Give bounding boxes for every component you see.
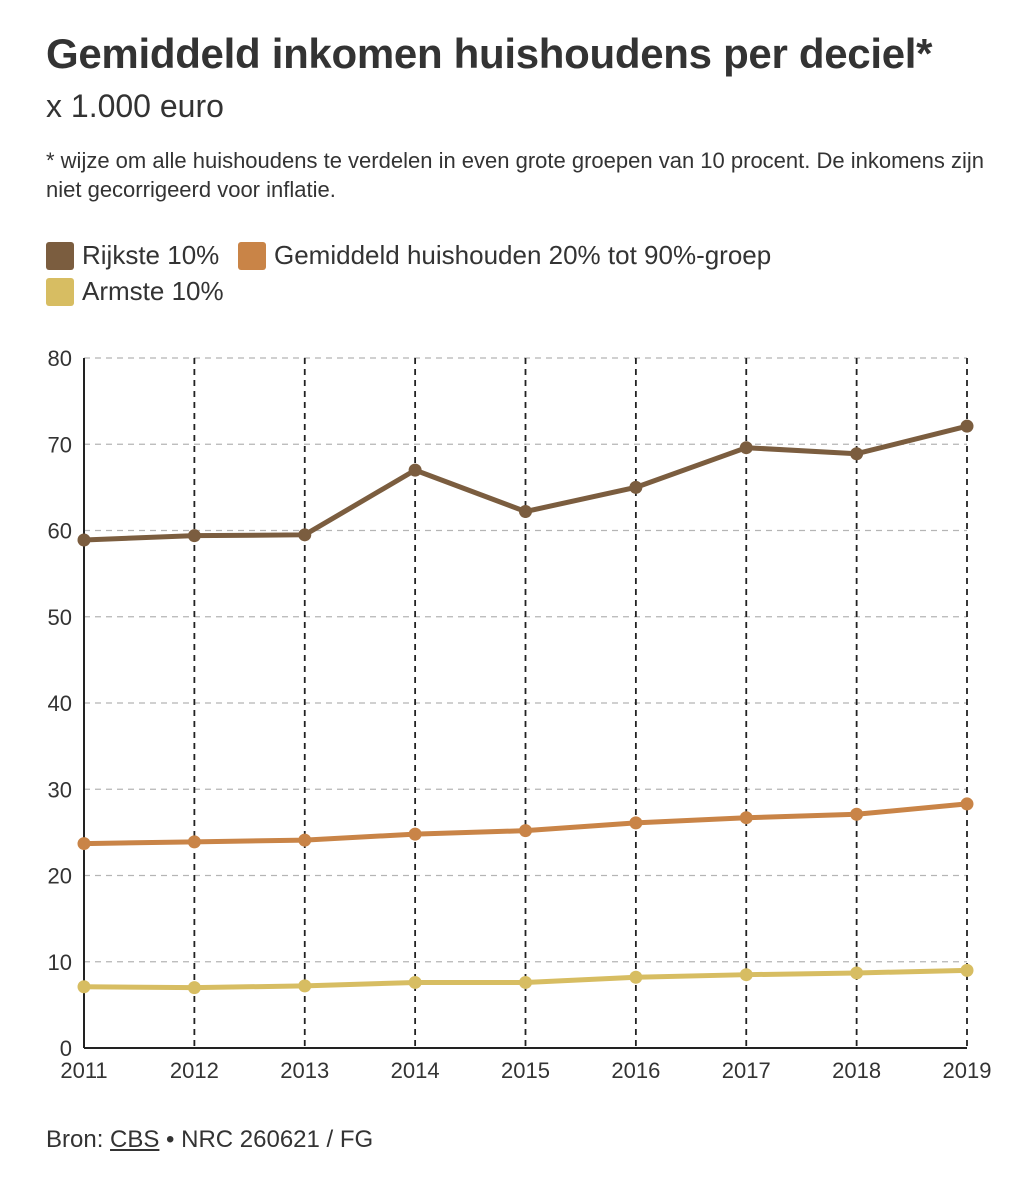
chart-subtitle: x 1.000 euro xyxy=(46,88,224,124)
data-point-s1-2013 xyxy=(298,833,312,847)
y-tick-label-80: 80 xyxy=(48,346,72,371)
source-suffix: • NRC 260621 / FG xyxy=(159,1126,374,1153)
data-point-s2-2016 xyxy=(629,970,643,984)
data-point-s1-2018 xyxy=(850,807,864,821)
x-tick-label-2017: 2017 xyxy=(722,1058,771,1083)
legend-swatch-gemiddeld xyxy=(238,241,266,270)
y-tick-label-20: 20 xyxy=(48,864,72,889)
chart-footnote: * wijze om alle huishoudens te verdelen … xyxy=(46,148,985,202)
y-tick-label-60: 60 xyxy=(48,519,72,544)
data-point-s1-2019 xyxy=(960,797,974,811)
data-point-s0-2013 xyxy=(298,528,312,542)
legend-item-gemiddeld: Gemiddeld huishouden 20% tot 90%-groep xyxy=(238,240,771,271)
data-point-s1-2012 xyxy=(187,835,201,849)
data-point-s1-2014 xyxy=(408,827,422,841)
data-point-s1-2016 xyxy=(629,816,643,830)
chart-title: Gemiddeld inkomen huishoudens per deciel… xyxy=(46,30,933,77)
data-point-s2-2019 xyxy=(960,963,974,977)
x-tick-label-2011: 2011 xyxy=(60,1058,107,1083)
data-point-s2-2017 xyxy=(739,968,753,982)
source-footer: Bron: CBS • NRC 260621 / FG xyxy=(46,1126,373,1154)
y-tick-label-0: 0 xyxy=(60,1036,72,1061)
source-prefix: Bron: xyxy=(46,1126,111,1153)
legend-swatch-rijkste xyxy=(46,241,74,270)
legend-label-gemiddeld: Gemiddeld huishouden 20% tot 90%-groep xyxy=(274,240,772,270)
data-point-s0-2017 xyxy=(739,441,753,455)
legend-label-rijkste: Rijkste 10% xyxy=(82,240,220,270)
y-tick-label-30: 30 xyxy=(48,777,72,802)
data-point-s2-2018 xyxy=(850,966,864,980)
y-tick-label-40: 40 xyxy=(48,691,72,716)
legend-item-rijkste: Rijkste 10% xyxy=(46,240,219,271)
y-tick-label-70: 70 xyxy=(48,432,72,457)
x-tick-label-2016: 2016 xyxy=(611,1058,660,1083)
x-tick-label-2014: 2014 xyxy=(391,1058,440,1083)
x-tick-label-2015: 2015 xyxy=(501,1058,550,1083)
x-tick-label-2013: 2013 xyxy=(280,1058,329,1083)
data-point-s2-2015 xyxy=(519,975,532,989)
data-point-s2-2011 xyxy=(77,980,91,994)
data-point-s0-2018 xyxy=(850,447,864,461)
data-point-s1-2011 xyxy=(77,837,91,851)
data-point-s0-2011 xyxy=(77,533,91,547)
data-point-s0-2014 xyxy=(408,463,422,477)
line-chart: 0 10 20 30 40 50 60 70 80 2011 2012 2013 2014 2015 201… xyxy=(48,346,992,1083)
legend-swatch-armste xyxy=(46,277,74,306)
data-point-s2-2013 xyxy=(298,979,312,993)
legend-item-armste: Armste 10% xyxy=(46,276,224,307)
data-point-s0-2019 xyxy=(960,419,974,433)
legend-label-armste: Armste 10% xyxy=(82,276,224,306)
y-tick-label-50: 50 xyxy=(48,605,72,630)
data-point-s1-2017 xyxy=(739,811,753,825)
data-point-s0-2012 xyxy=(187,529,201,543)
x-tick-label-2012: 2012 xyxy=(170,1058,219,1083)
data-point-s1-2015 xyxy=(519,824,532,838)
x-tick-label-2018: 2018 xyxy=(832,1058,881,1083)
y-tick-label-10: 10 xyxy=(48,950,72,975)
data-point-s2-2014 xyxy=(408,975,422,989)
data-point-s0-2016 xyxy=(629,480,643,494)
x-tick-label-2019: 2019 xyxy=(943,1058,992,1083)
source-link[interactable]: CBS xyxy=(110,1126,160,1153)
data-point-s2-2012 xyxy=(187,981,201,995)
data-point-s0-2015 xyxy=(519,505,532,519)
